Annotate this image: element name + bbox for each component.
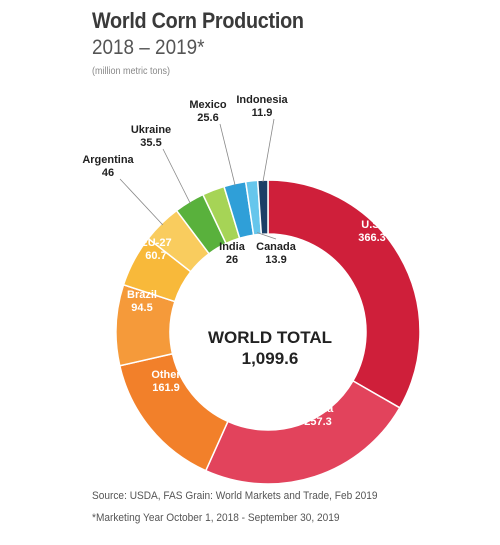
label-india-value: 26 — [226, 254, 238, 266]
leader-ukraine — [162, 148, 191, 204]
label-eu-27-name: EU-27 — [140, 237, 171, 249]
leader-argentina — [119, 178, 164, 226]
label-argentina-value: 46 — [102, 167, 114, 179]
label-u-s-value: 366.3 — [358, 232, 386, 244]
footnote: *Marketing Year October 1, 2018 - Septem… — [92, 512, 340, 524]
label-canada-name: Canada — [256, 241, 297, 253]
slices-group — [115, 179, 421, 485]
label-ukraine-value: 35.5 — [140, 137, 161, 149]
slice-u-s — [267, 179, 421, 409]
label-canada-value: 13.9 — [265, 254, 286, 266]
label-ukraine-name: Ukraine — [131, 124, 171, 136]
slice-china — [204, 379, 401, 485]
label-indonesia-value: 11.9 — [252, 107, 273, 119]
label-other-value: 161.9 — [152, 382, 180, 394]
source-note: Source: USDA, FAS Grain: World Markets a… — [92, 490, 378, 502]
label-brazil-name: Brazil — [127, 289, 157, 301]
label-other-name: Other — [151, 369, 181, 381]
center-total: 1,099.6 — [242, 349, 299, 368]
label-china-name: China — [303, 403, 334, 415]
chart-subtitle: 2018 – 2019* — [92, 36, 205, 59]
units-label: (million metric tons) — [92, 66, 171, 77]
label-india-name: India — [219, 241, 246, 253]
label-eu-27-value: 60.7 — [145, 250, 166, 262]
leader-indonesia — [262, 118, 275, 183]
label-mexico-value: 25.6 — [197, 112, 218, 124]
leader-lines — [119, 118, 277, 240]
label-brazil-value: 94.5 — [131, 302, 152, 314]
leader-mexico — [219, 123, 236, 186]
leader-canada — [257, 232, 277, 240]
label-argentina-name: Argentina — [82, 154, 134, 166]
chart-title: World Corn Production — [92, 8, 304, 33]
label-china-value: 257.3 — [304, 416, 332, 428]
label-mexico-name: Mexico — [189, 99, 227, 111]
label-indonesia-name: Indonesia — [236, 94, 288, 106]
label-u-s-name: U.S. — [361, 219, 382, 231]
center-label: WORLD TOTAL — [208, 328, 332, 347]
